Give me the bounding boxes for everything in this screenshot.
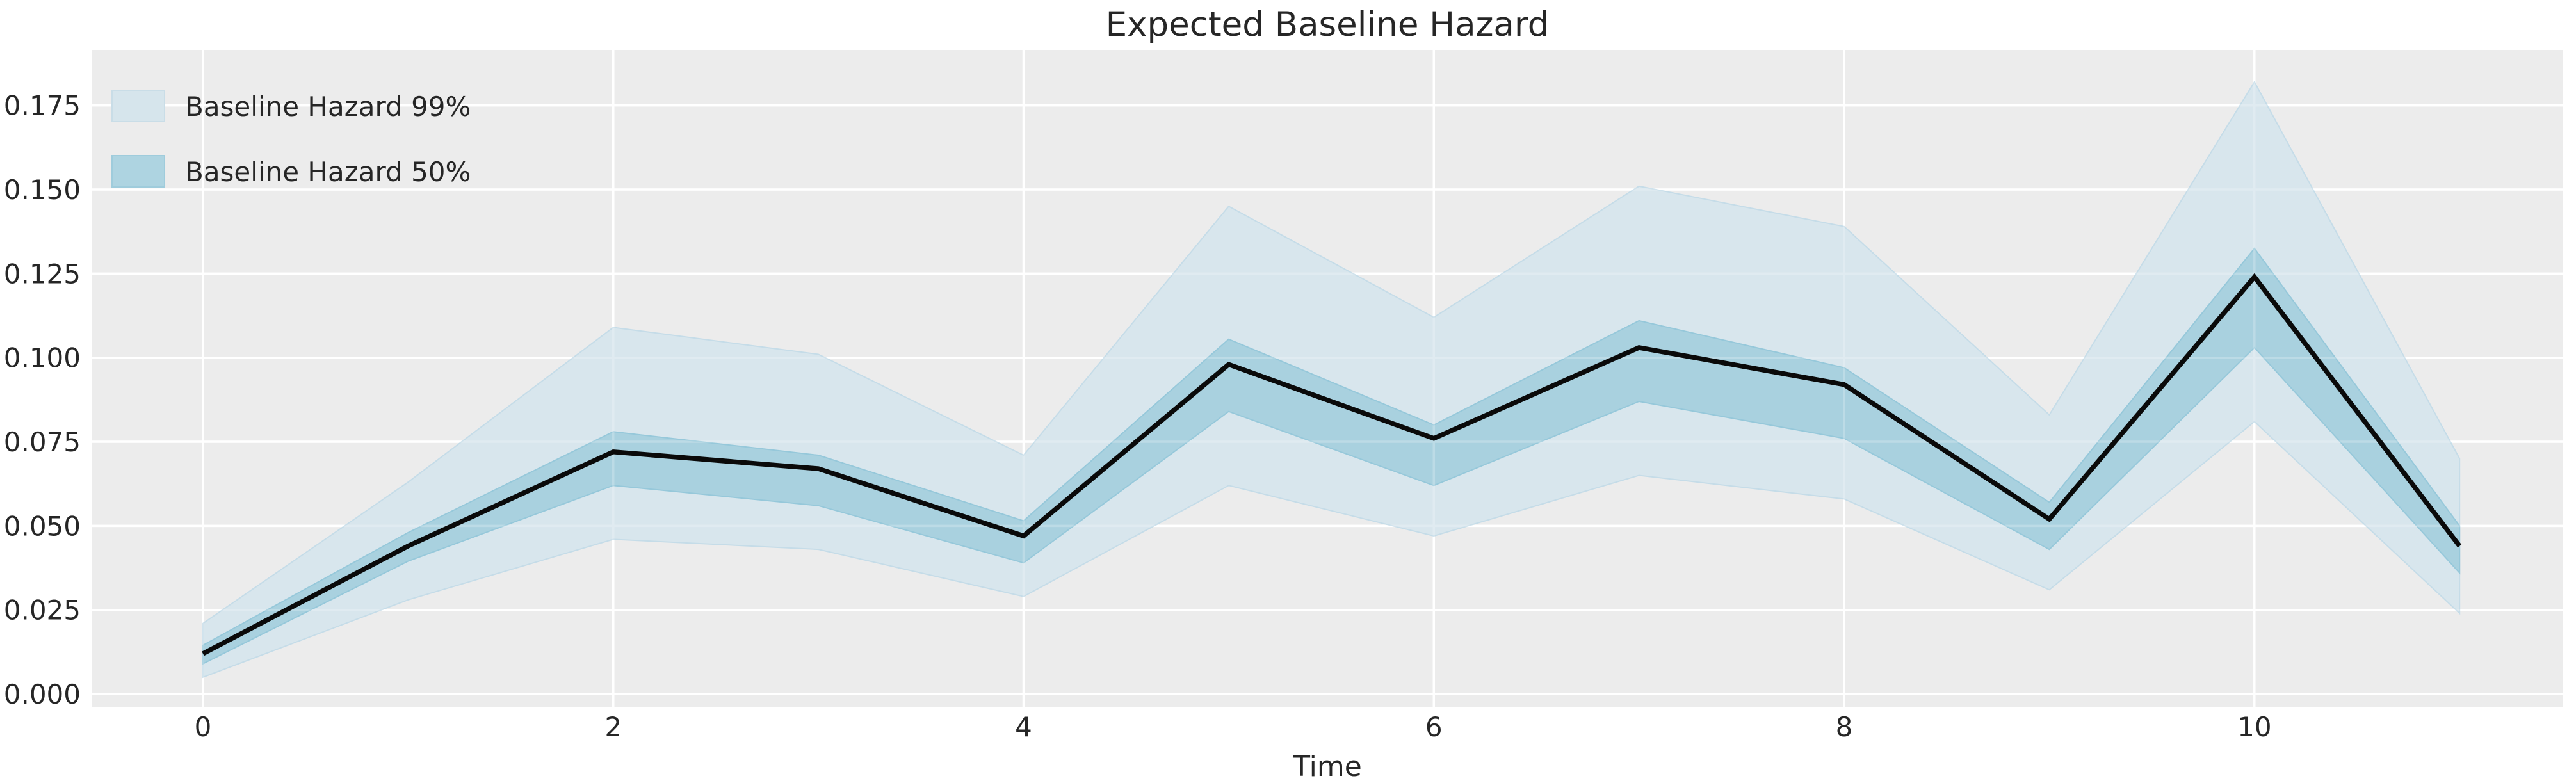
x-tick-label: 8 xyxy=(1836,711,1853,743)
legend-label-99: Baseline Hazard 99% xyxy=(185,91,471,122)
y-tick-label: 0.050 xyxy=(4,510,81,542)
y-tick-label: 0.150 xyxy=(4,174,81,206)
x-tick-label: 4 xyxy=(1015,711,1032,743)
y-tick-label: 0.025 xyxy=(4,595,81,626)
band-99-polygon xyxy=(202,80,2461,679)
expected-hazard-polyline xyxy=(202,273,2462,656)
x-tick-label: 0 xyxy=(195,711,212,743)
x-tick-label: 2 xyxy=(604,711,622,743)
chart-title: Expected Baseline Hazard xyxy=(1106,5,1550,44)
x-tick-label: 10 xyxy=(2237,711,2271,743)
legend: Baseline Hazard 99% Baseline Hazard 50% xyxy=(111,90,471,188)
hazard-line xyxy=(202,273,2462,656)
y-tick-label: 0.125 xyxy=(4,258,81,289)
confidence-band-99 xyxy=(202,80,2461,679)
x-tick-labels: 0 2 4 6 8 10 xyxy=(195,711,2272,743)
x-tick-label: 6 xyxy=(1425,711,1443,743)
legend-swatch-50 xyxy=(111,155,165,188)
legend-label-50: Baseline Hazard 50% xyxy=(185,156,471,188)
y-tick-label: 0.000 xyxy=(4,679,81,710)
y-tick-label: 0.175 xyxy=(4,90,81,122)
x-axis-label: Time xyxy=(1292,750,1362,783)
gridlines-over-bands xyxy=(92,50,2563,707)
y-tick-label: 0.100 xyxy=(4,343,81,374)
y-tick-labels: 0.000 0.025 0.050 0.075 0.100 0.125 0.150 0.175 xyxy=(4,90,81,710)
y-tick-label: 0.075 xyxy=(4,426,81,458)
legend-swatch-99 xyxy=(111,90,165,122)
